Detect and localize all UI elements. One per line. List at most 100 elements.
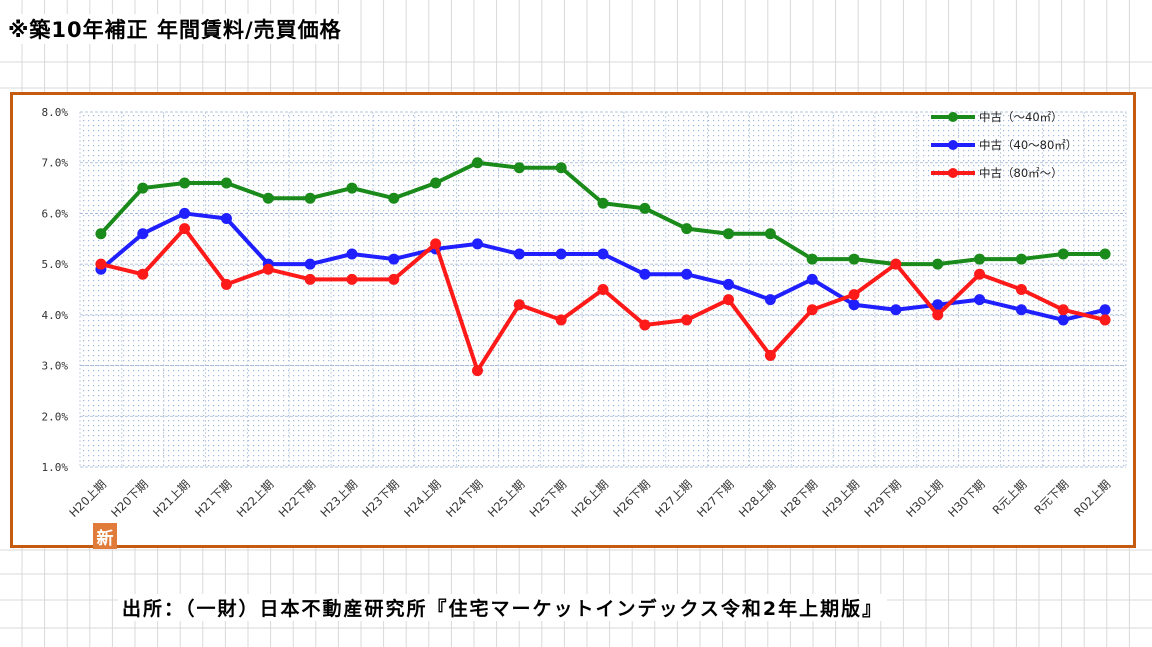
data-point bbox=[304, 192, 316, 204]
chart-frame: 8.0% 7.0% 6.0% 5.0% 4.0% 3.0% 2.0% 1.0% H20上期 H20… bbox=[10, 92, 1136, 549]
data-point bbox=[346, 182, 358, 194]
source-citation: 出所：（一財）日本不動産研究所『住宅マーケットインデックス令和2年上期版』 bbox=[118, 594, 888, 621]
data-point bbox=[1099, 304, 1111, 316]
x-tick-label: H25下期 bbox=[527, 477, 570, 520]
x-tick-label: H25上期 bbox=[485, 477, 528, 520]
line-chart: 8.0% 7.0% 6.0% 5.0% 4.0% 3.0% 2.0% 1.0% H20上期 H20… bbox=[42, 106, 1127, 520]
data-point bbox=[179, 207, 191, 219]
data-point bbox=[555, 162, 567, 174]
x-tick-label: H22下期 bbox=[276, 477, 319, 520]
data-point bbox=[848, 289, 860, 301]
data-point bbox=[388, 253, 400, 265]
data-point bbox=[471, 365, 483, 377]
data-point bbox=[220, 177, 232, 189]
x-tick-label: H21下期 bbox=[192, 477, 235, 520]
data-point bbox=[220, 213, 232, 224]
data-point bbox=[1099, 314, 1111, 326]
legend-label: 中古（～40㎡） bbox=[979, 110, 1063, 124]
x-tick-label: H28上期 bbox=[736, 477, 779, 520]
data-point bbox=[430, 238, 442, 250]
data-point bbox=[388, 192, 400, 204]
data-point bbox=[1015, 284, 1027, 295]
data-point bbox=[723, 228, 735, 240]
x-tick-label: H23上期 bbox=[317, 477, 360, 520]
data-point bbox=[388, 273, 400, 285]
y-tick-label: 2.0% bbox=[42, 410, 69, 423]
x-tick-label: H30上期 bbox=[903, 477, 946, 520]
data-point bbox=[304, 273, 316, 285]
legend-marker bbox=[948, 112, 958, 122]
data-point bbox=[681, 314, 693, 326]
data-point bbox=[806, 253, 818, 265]
legend-marker bbox=[948, 168, 958, 178]
y-tick-label: 4.0% bbox=[42, 309, 69, 322]
data-point bbox=[932, 309, 944, 321]
data-point bbox=[597, 197, 609, 209]
data-point bbox=[806, 304, 818, 316]
x-tick-label: R02上期 bbox=[1071, 477, 1113, 519]
data-point bbox=[1015, 253, 1027, 265]
x-tick-label: H20上期 bbox=[66, 477, 109, 520]
x-tick-label: H26下期 bbox=[610, 477, 653, 520]
x-tick-label: H27上期 bbox=[652, 477, 695, 520]
data-point bbox=[1057, 248, 1069, 260]
x-tick-label: H26上期 bbox=[568, 477, 611, 520]
data-point bbox=[848, 299, 860, 311]
x-tick-label: H29下期 bbox=[861, 477, 904, 520]
data-point bbox=[513, 162, 525, 174]
data-point bbox=[932, 299, 944, 311]
page-title: ※築10年補正 年間賃料/売買価格 bbox=[8, 14, 348, 44]
data-point bbox=[220, 278, 232, 290]
y-tick-label: 3.0% bbox=[42, 360, 69, 373]
data-point bbox=[932, 258, 944, 270]
data-point bbox=[764, 349, 776, 361]
legend-marker bbox=[948, 140, 958, 150]
x-tick-label: R元下期 bbox=[1031, 477, 1071, 517]
data-point bbox=[95, 228, 107, 240]
y-tick-label: 6.0% bbox=[42, 207, 69, 220]
data-point bbox=[346, 273, 358, 285]
legend-label: 中古（80㎡～） bbox=[979, 166, 1063, 180]
y-tick-label: 8.0% bbox=[42, 106, 69, 119]
data-point bbox=[597, 284, 609, 295]
data-point bbox=[179, 177, 191, 189]
data-point bbox=[974, 294, 986, 306]
x-tick-label: H24下期 bbox=[443, 477, 486, 520]
x-tick-label: H29上期 bbox=[820, 477, 863, 520]
data-point bbox=[513, 248, 525, 260]
x-tick-label: H30下期 bbox=[945, 477, 988, 520]
data-point bbox=[723, 278, 735, 290]
data-point bbox=[262, 263, 274, 275]
x-tick-label: H27下期 bbox=[694, 477, 737, 520]
data-point bbox=[764, 228, 776, 240]
data-point bbox=[1099, 248, 1111, 260]
data-point bbox=[681, 268, 693, 280]
x-tick-label: H21上期 bbox=[150, 477, 193, 520]
data-point bbox=[95, 258, 107, 270]
data-point bbox=[179, 223, 191, 235]
y-tick-label: 5.0% bbox=[42, 258, 69, 271]
data-point bbox=[681, 223, 693, 235]
data-point bbox=[137, 228, 149, 240]
data-point bbox=[304, 258, 316, 270]
data-point bbox=[890, 304, 902, 316]
data-point bbox=[346, 248, 358, 260]
data-point bbox=[1057, 314, 1069, 326]
data-point bbox=[639, 202, 651, 214]
x-tick-label: H28下期 bbox=[778, 477, 821, 520]
x-tick-label: H23下期 bbox=[359, 477, 402, 520]
data-point bbox=[848, 253, 860, 265]
data-point bbox=[555, 248, 567, 260]
data-point bbox=[723, 294, 735, 306]
data-point bbox=[639, 268, 651, 280]
legend-label: 中古（40～80㎡） bbox=[979, 138, 1077, 152]
data-point bbox=[597, 248, 609, 260]
y-tick-label: 1.0% bbox=[42, 461, 69, 474]
data-point bbox=[1015, 304, 1027, 316]
data-point bbox=[555, 314, 567, 326]
y-tick-label: 7.0% bbox=[42, 157, 69, 170]
data-point bbox=[471, 238, 483, 250]
new-badge: 新 bbox=[93, 523, 117, 549]
x-tick-label: H24上期 bbox=[401, 477, 444, 520]
data-point bbox=[262, 192, 274, 204]
